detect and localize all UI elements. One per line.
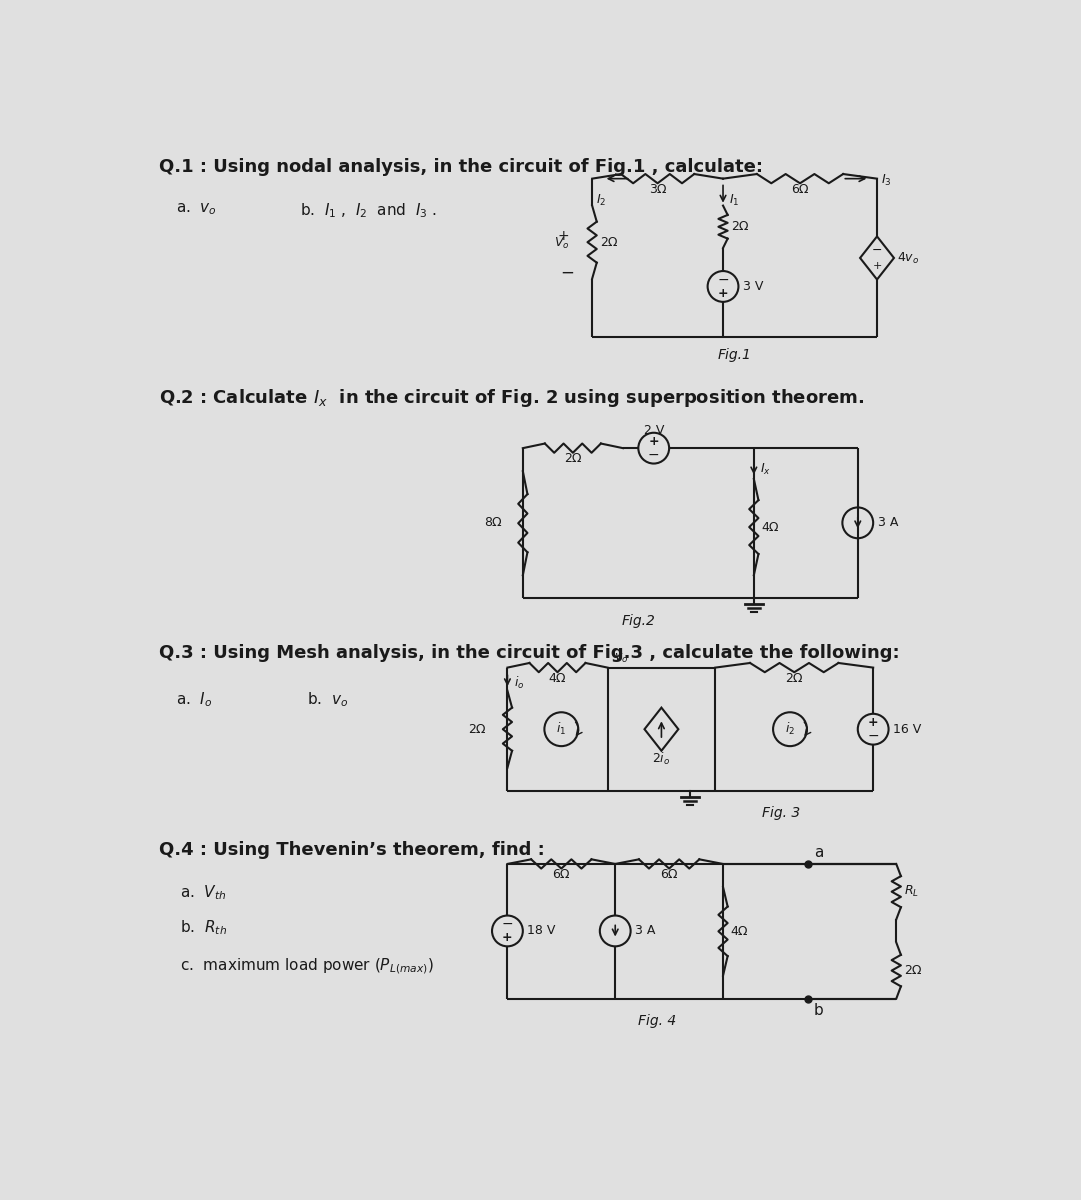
Text: $V_o$: $V_o$	[553, 236, 569, 252]
Text: a.  $V_{th}$: a. $V_{th}$	[181, 883, 227, 902]
Text: 8Ω: 8Ω	[483, 516, 502, 529]
Text: a: a	[814, 845, 824, 860]
Text: +: +	[868, 715, 879, 728]
Text: 4Ω: 4Ω	[731, 925, 748, 938]
Text: −: −	[867, 730, 879, 743]
Text: $I_1$: $I_1$	[730, 192, 739, 208]
Text: 2Ω: 2Ω	[904, 964, 921, 977]
Text: b.  $I_1$ ,  $I_2$  and  $I_3$ .: b. $I_1$ , $I_2$ and $I_3$ .	[299, 202, 437, 221]
Text: +: +	[872, 260, 882, 270]
Text: 3 A: 3 A	[636, 924, 655, 937]
Text: −: −	[560, 263, 574, 281]
Text: c.  maximum load power ($P_{L(max)}$): c. maximum load power ($P_{L(max)}$)	[181, 956, 433, 976]
Text: +: +	[649, 434, 659, 448]
Text: b.  $v_o$: b. $v_o$	[307, 691, 348, 709]
Text: −: −	[717, 272, 729, 287]
Text: 18 V: 18 V	[528, 924, 556, 937]
Text: $4v_o$: $4v_o$	[897, 251, 919, 265]
Text: $i_2$: $i_2$	[785, 721, 795, 737]
Text: 2Ω: 2Ω	[600, 235, 617, 248]
Text: $I_x$: $I_x$	[760, 462, 771, 478]
Text: −: −	[871, 244, 882, 257]
Text: $2i_o$: $2i_o$	[652, 750, 670, 767]
Text: −: −	[502, 917, 513, 931]
Text: +: +	[718, 287, 729, 300]
Text: Fig. 3: Fig. 3	[761, 806, 800, 821]
Text: b: b	[814, 1002, 824, 1018]
Text: 6Ω: 6Ω	[552, 869, 570, 881]
Text: 2Ω: 2Ω	[731, 221, 748, 233]
Text: −: −	[648, 448, 659, 462]
Text: $I_2$: $I_2$	[596, 192, 606, 208]
Text: 6Ω: 6Ω	[660, 869, 678, 881]
Text: 2 V: 2 V	[643, 424, 664, 437]
Text: 2Ω: 2Ω	[786, 672, 803, 685]
Text: a.  $v_o$: a. $v_o$	[176, 202, 217, 217]
Text: Fig. 4: Fig. 4	[639, 1014, 677, 1028]
Text: 2Ω: 2Ω	[564, 452, 582, 466]
Text: $v_o$: $v_o$	[614, 652, 628, 665]
Text: 16 V: 16 V	[893, 722, 921, 736]
Text: +: +	[558, 229, 569, 242]
Text: $R_L$: $R_L$	[904, 884, 919, 899]
Text: b.  $R_{th}$: b. $R_{th}$	[181, 918, 227, 936]
Text: $i_o$: $i_o$	[513, 676, 524, 691]
Text: 3 A: 3 A	[878, 516, 898, 529]
Text: Q.2 : Calculate $I_x$  in the circuit of Fig. 2 using superposition theorem.: Q.2 : Calculate $I_x$ in the circuit of …	[159, 386, 865, 408]
Text: Fig.1: Fig.1	[718, 348, 751, 362]
Text: 4Ω: 4Ω	[761, 521, 779, 534]
Text: 6Ω: 6Ω	[791, 182, 809, 196]
Text: 2Ω: 2Ω	[468, 722, 485, 736]
Text: Fig.2: Fig.2	[622, 613, 655, 628]
Text: Q.3 : Using Mesh analysis, in the circuit of Fig.3 , calculate the following:: Q.3 : Using Mesh analysis, in the circui…	[159, 644, 900, 662]
Text: Q.4 : Using Thevenin’s theorem, find :: Q.4 : Using Thevenin’s theorem, find :	[159, 841, 545, 859]
Text: +: +	[502, 931, 512, 944]
Text: 4Ω: 4Ω	[549, 672, 566, 685]
Text: $I_3$: $I_3$	[881, 173, 892, 187]
Text: Q.1 : Using nodal analysis, in the circuit of Fig.1 , calculate:: Q.1 : Using nodal analysis, in the circu…	[159, 158, 763, 176]
Text: $i_1$: $i_1$	[557, 721, 566, 737]
Text: 3Ω: 3Ω	[649, 182, 666, 196]
Text: 3 V: 3 V	[743, 280, 763, 293]
Text: a.  $I_o$: a. $I_o$	[176, 691, 213, 709]
